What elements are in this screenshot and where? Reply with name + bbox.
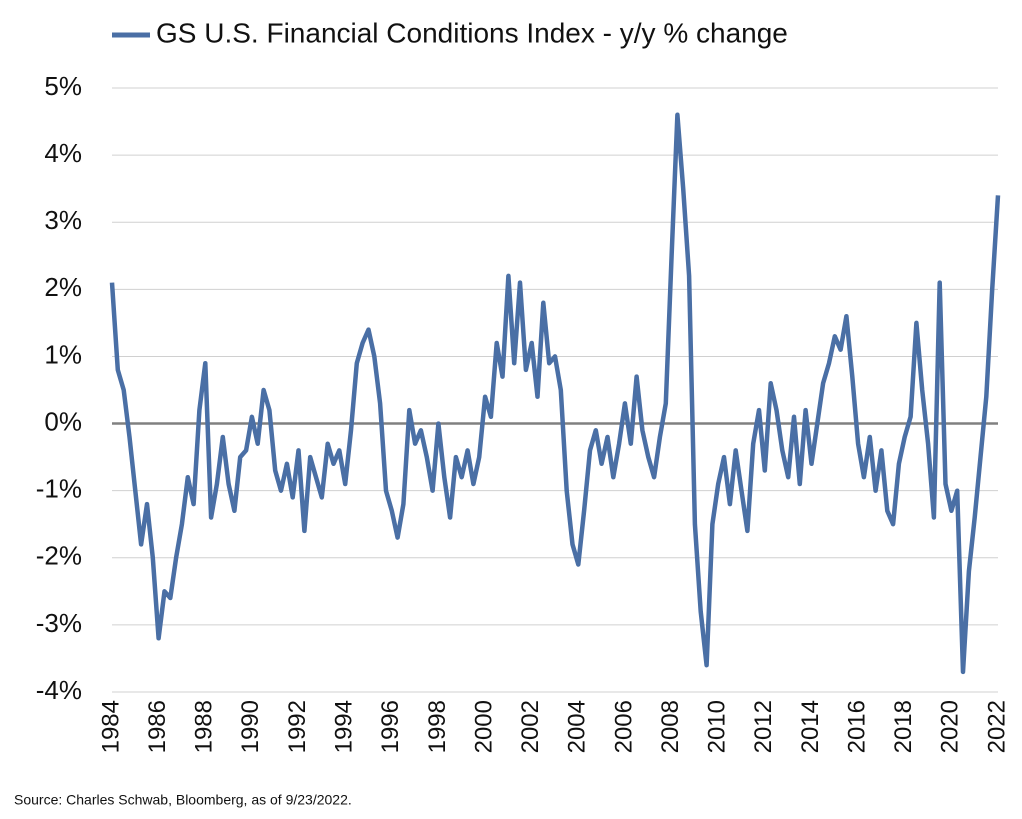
source-note: Source: Charles Schwab, Bloomberg, as of… [14,792,352,808]
x-tick-label: 2004 [564,700,591,753]
x-tick-label: 2002 [517,700,544,753]
y-tick-label: 0% [44,406,82,436]
x-tick-label: 2018 [890,700,917,753]
y-tick-label: 3% [44,205,82,235]
y-tick-label: 4% [44,138,82,168]
y-tick-label: -2% [36,541,82,571]
x-tick-label: 2000 [470,700,497,753]
data-line [109,112,1001,675]
x-tick-label: 2020 [937,700,964,753]
x-tick-label: 1992 [284,700,311,753]
x-tick-label: 2006 [610,700,637,753]
y-tick-label: -3% [36,608,82,638]
x-tick-label: 1984 [97,700,124,753]
x-tick-label: 2012 [750,700,777,753]
x-tick-label: 1998 [424,700,451,753]
y-tick-label: 5% [44,71,82,101]
x-tick-label: 1996 [377,700,404,753]
y-tick-label: 1% [44,339,82,369]
x-tick-label: 1988 [191,700,218,753]
x-tick-label: 2008 [657,700,684,753]
x-tick-label: 2014 [797,700,824,753]
y-tick-label: -4% [36,675,82,705]
y-tick-label: -1% [36,474,82,504]
x-tick-label: 2010 [704,700,731,753]
x-tick-label: 2016 [843,700,870,753]
x-tick-label: 1994 [331,700,358,753]
x-tick-label: 1990 [237,700,264,753]
x-tick-label: 2022 [983,700,1010,753]
x-tick-label: 1986 [144,700,171,753]
legend-label: GS U.S. Financial Conditions Index - y/y… [156,17,788,48]
y-tick-label: 2% [44,272,82,302]
